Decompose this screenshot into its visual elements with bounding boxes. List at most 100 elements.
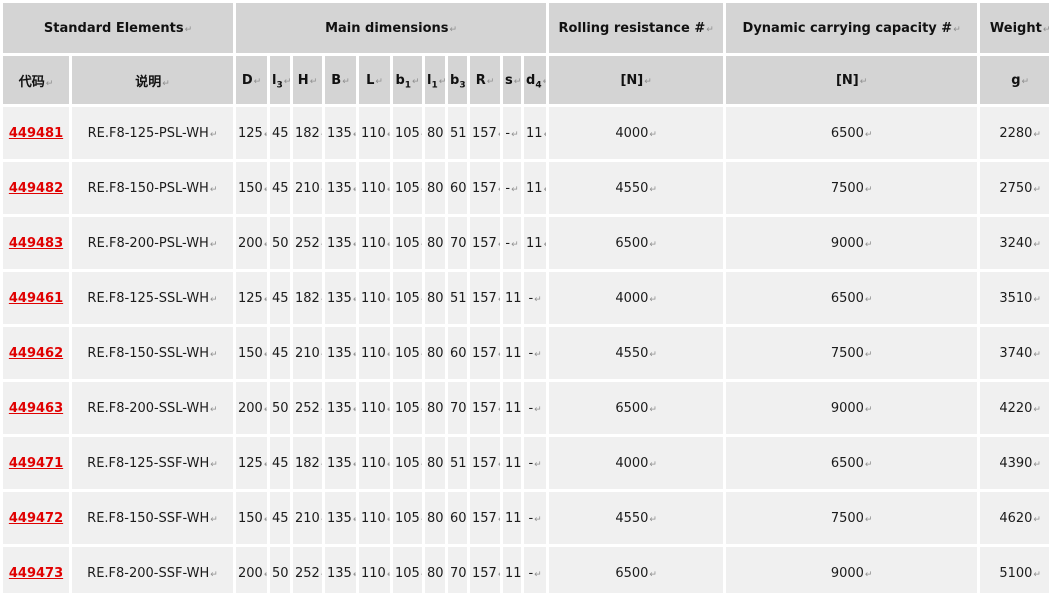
value-cell: 45↵ bbox=[270, 327, 291, 379]
description-cell: RE.F8-125-SSL-WH↵ bbox=[72, 272, 234, 324]
return-mark-icon: ↵ bbox=[649, 294, 657, 305]
value-text: 4550 bbox=[615, 510, 649, 526]
return-mark-icon: ↵ bbox=[387, 185, 390, 195]
header-rolling-resistance: Rolling resistance #↵ bbox=[549, 3, 724, 53]
return-mark-icon: ↵ bbox=[1033, 294, 1041, 305]
value-cell: 182↵ bbox=[293, 437, 323, 489]
col-B: B↵ bbox=[325, 56, 357, 104]
return-mark-icon: ↵ bbox=[353, 515, 356, 525]
header-weight: Weight↵ bbox=[980, 3, 1049, 53]
description-text: RE.F8-125-SSL-WH bbox=[87, 290, 210, 306]
description-text: RE.F8-200-SSL-WH bbox=[87, 400, 210, 416]
return-mark-icon: ↵ bbox=[498, 130, 500, 140]
value-text: 157 bbox=[472, 455, 497, 471]
return-mark-icon: ↵ bbox=[511, 129, 519, 140]
value-text: 80 bbox=[427, 510, 444, 526]
value-cell: 135↵ bbox=[325, 547, 357, 593]
header-dynamic-capacity: Dynamic carrying capacity #↵ bbox=[726, 3, 978, 53]
value-cell: 80↵ bbox=[425, 162, 446, 214]
product-code-link[interactable]: 449471 bbox=[8, 455, 64, 471]
return-mark-icon: ↵ bbox=[1033, 239, 1041, 250]
return-mark-icon: ↵ bbox=[387, 460, 390, 470]
return-mark-icon: ↵ bbox=[353, 570, 356, 580]
value-text: 7500 bbox=[830, 510, 864, 526]
table-header: Standard Elements↵ Main dimensions↵ Roll… bbox=[3, 3, 1049, 104]
value-cell: 4620↵ bbox=[980, 492, 1049, 544]
return-mark-icon: ↵ bbox=[513, 76, 522, 87]
description-text: RE.F8-200-PSL-WH bbox=[87, 235, 209, 251]
value-cell: 4550↵ bbox=[549, 162, 724, 214]
value-cell: 9000↵ bbox=[726, 217, 978, 269]
value-text: 182 bbox=[295, 290, 320, 306]
value-text: 105 bbox=[395, 180, 420, 196]
value-cell: 80↵ bbox=[425, 327, 446, 379]
value-text: 150 bbox=[238, 510, 263, 526]
return-mark-icon: ↵ bbox=[45, 78, 54, 89]
value-text: 70 bbox=[450, 400, 467, 416]
value-cell: 3740↵ bbox=[980, 327, 1049, 379]
col-dynamic-N: [N]↵ bbox=[726, 56, 978, 104]
value-text: 210 bbox=[295, 345, 320, 361]
col-H: H↵ bbox=[293, 56, 323, 104]
return-mark-icon: ↵ bbox=[498, 460, 500, 470]
return-mark-icon: ↵ bbox=[412, 76, 420, 87]
product-code-link[interactable]: 449481 bbox=[8, 125, 64, 141]
return-mark-icon: ↵ bbox=[209, 184, 218, 195]
return-mark-icon: ↵ bbox=[387, 130, 390, 140]
value-cell: 50↵ bbox=[270, 382, 291, 434]
return-mark-icon: ↵ bbox=[953, 24, 961, 35]
return-mark-icon: ↵ bbox=[264, 295, 267, 305]
value-cell: -↵ bbox=[524, 272, 547, 324]
return-mark-icon: ↵ bbox=[283, 76, 291, 87]
value-cell: -↵ bbox=[503, 107, 522, 159]
value-text: 70 bbox=[450, 565, 467, 581]
value-cell: 45↵ bbox=[270, 437, 291, 489]
return-mark-icon: ↵ bbox=[321, 515, 322, 525]
description-cell: RE.F8-150-PSL-WH↵ bbox=[72, 162, 234, 214]
value-text: 51 bbox=[450, 290, 467, 306]
value-text: 7500 bbox=[830, 180, 864, 196]
description-cell: RE.F8-125-SSF-WH↵ bbox=[72, 437, 234, 489]
value-cell: 210↵ bbox=[293, 327, 323, 379]
value-cell: 125↵ bbox=[236, 107, 268, 159]
value-cell: 51↵ bbox=[448, 437, 468, 489]
value-cell: 70↵ bbox=[448, 382, 468, 434]
product-code-link[interactable]: 449463 bbox=[8, 400, 64, 416]
value-text: 60 bbox=[450, 345, 467, 361]
value-text: 11 bbox=[505, 345, 522, 361]
product-code-link[interactable]: 449483 bbox=[8, 235, 64, 251]
value-text: 2280 bbox=[999, 125, 1033, 141]
value-cell: 4220↵ bbox=[980, 382, 1049, 434]
value-cell: 4000↵ bbox=[549, 437, 724, 489]
value-cell: 9000↵ bbox=[726, 382, 978, 434]
product-code-link[interactable]: 449482 bbox=[8, 180, 64, 196]
value-cell: 60↵ bbox=[448, 162, 468, 214]
return-mark-icon: ↵ bbox=[864, 129, 873, 140]
value-text: 210 bbox=[295, 510, 320, 526]
value-cell: 110↵ bbox=[359, 327, 391, 379]
return-mark-icon: ↵ bbox=[544, 130, 547, 140]
value-text: 45 bbox=[272, 345, 289, 361]
value-cell: 135↵ bbox=[325, 382, 357, 434]
value-text: 110 bbox=[361, 345, 386, 361]
value-cell: 105↵ bbox=[393, 327, 423, 379]
return-mark-icon: ↵ bbox=[706, 24, 714, 35]
product-code-link[interactable]: 449473 bbox=[8, 565, 64, 581]
value-cell: 4550↵ bbox=[549, 492, 724, 544]
product-code-link[interactable]: 449462 bbox=[8, 345, 64, 361]
value-cell: 150↵ bbox=[236, 162, 268, 214]
product-code-link[interactable]: 449472 bbox=[8, 510, 64, 526]
return-mark-icon: ↵ bbox=[864, 239, 873, 250]
return-mark-icon: ↵ bbox=[321, 185, 322, 195]
return-mark-icon: ↵ bbox=[1033, 349, 1041, 360]
col-b3: b3↵ bbox=[448, 56, 468, 104]
value-text: 11 bbox=[505, 565, 522, 581]
value-text: 135 bbox=[327, 290, 352, 306]
value-cell: 110↵ bbox=[359, 107, 391, 159]
product-code-link[interactable]: 449461 bbox=[8, 290, 64, 306]
return-mark-icon: ↵ bbox=[1042, 24, 1049, 35]
col-D: D↵ bbox=[236, 56, 268, 104]
value-text: 182 bbox=[295, 455, 320, 471]
value-cell: 110↵ bbox=[359, 437, 391, 489]
value-cell: 3510↵ bbox=[980, 272, 1049, 324]
